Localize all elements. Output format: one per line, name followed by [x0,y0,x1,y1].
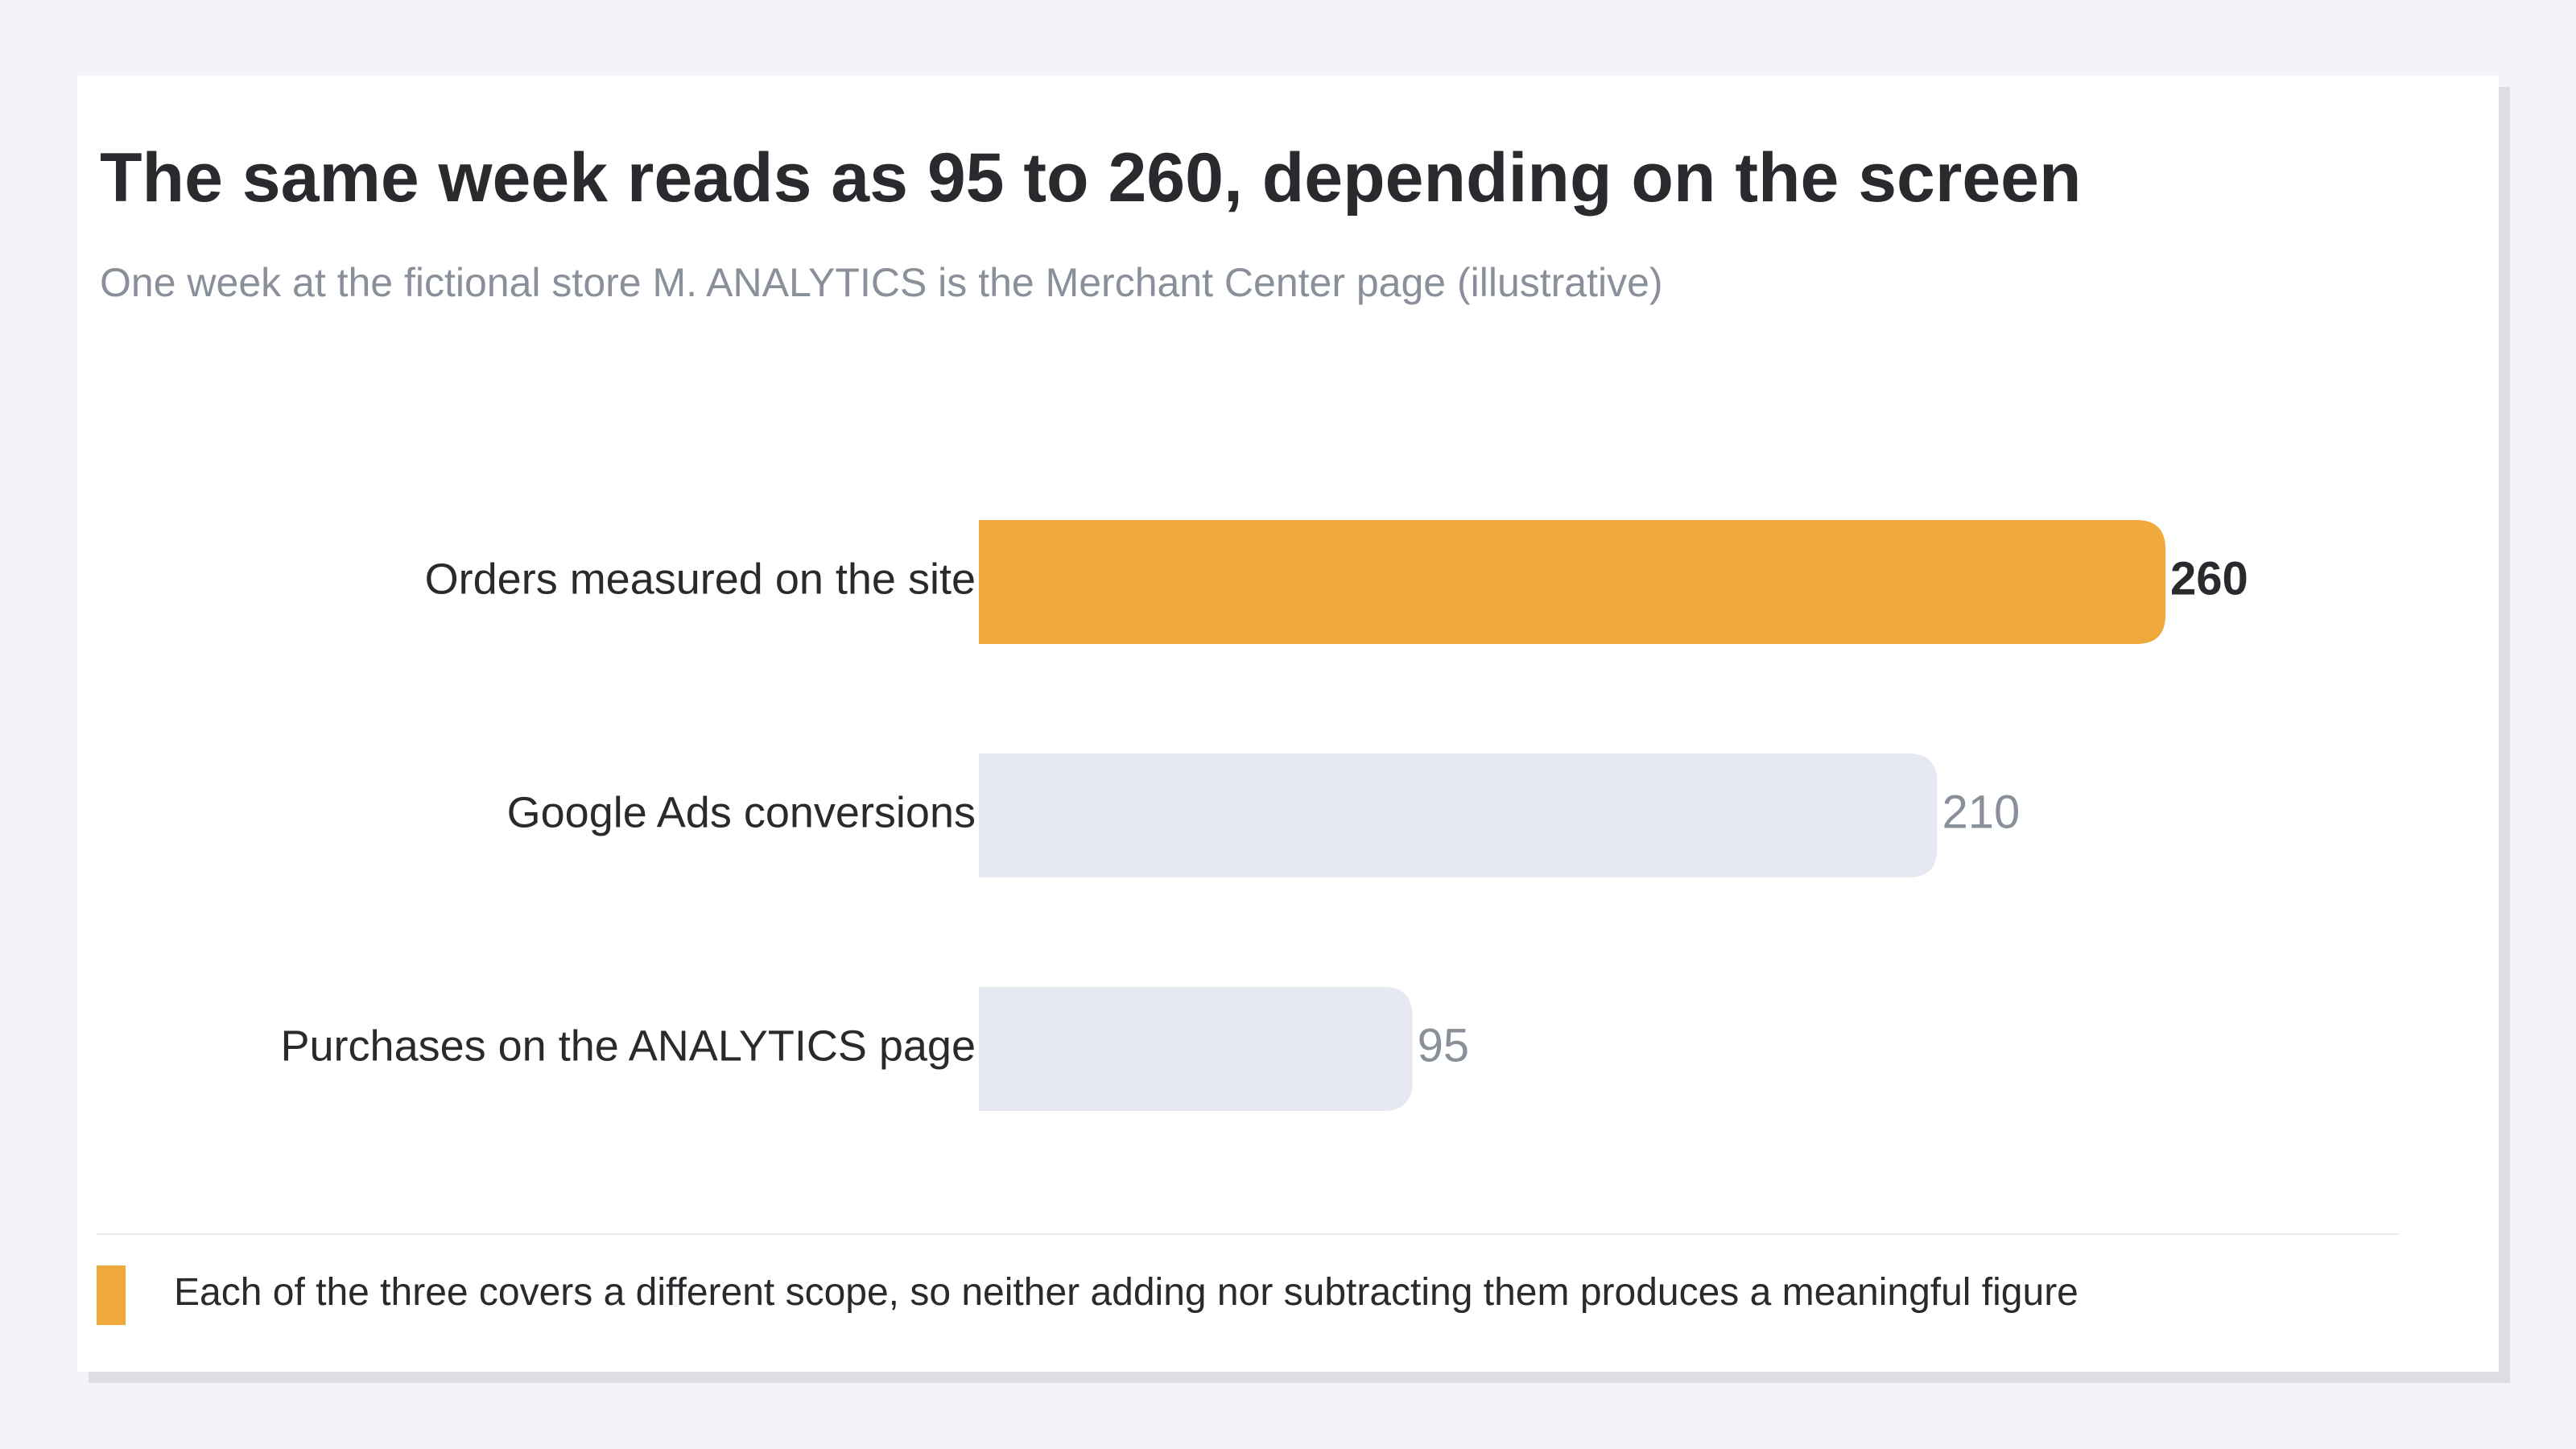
bar [979,753,1938,877]
value-label: 210 [1942,786,2021,838]
category-label: Orders measured on the site [425,555,976,603]
bar [979,987,1413,1111]
bar [979,520,2165,644]
legend-swatch [97,1265,126,1325]
divider [97,1233,2399,1235]
category-label: Google Ads conversions [507,788,976,836]
chart-subtitle: One week at the fictional store M. ANALY… [100,260,1663,305]
value-label: 95 [1418,1019,1470,1071]
value-label: 260 [2170,552,2248,605]
chart-title: The same week reads as 95 to 260, depend… [100,139,2082,217]
footnote: Each of the three covers a different sco… [174,1271,2079,1314]
chart-card [77,76,2499,1372]
category-label: Purchases on the ANALYTICS page [281,1022,976,1070]
